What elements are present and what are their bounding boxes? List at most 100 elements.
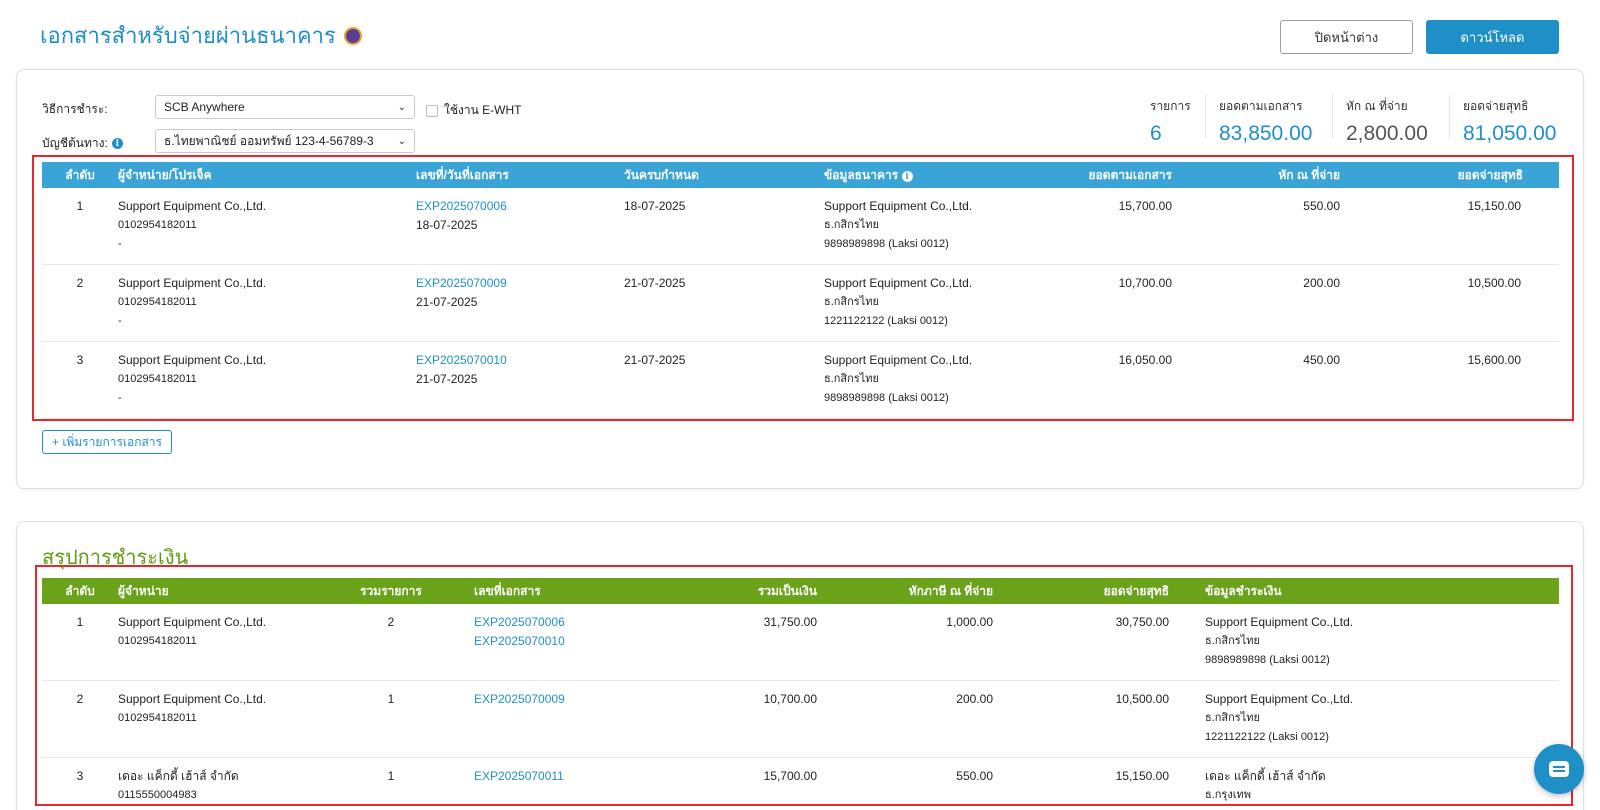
shield-badge-icon — [343, 26, 362, 45]
doc-date: 21-07-2025 — [416, 295, 478, 309]
chat-icon — [1549, 761, 1569, 777]
download-button[interactable]: ดาวน์โหลด — [1426, 20, 1559, 54]
doc-net: 15,150.00 — [1467, 199, 1521, 213]
net-amount: 15,150.00 — [1115, 769, 1169, 783]
row-vendor: Support Equipment Co.,Ltd. 0102954182011… — [118, 188, 416, 264]
close-window-button[interactable]: ปิดหน้าต่าง — [1280, 20, 1413, 54]
bank-name: ธ.กสิกรไทย — [824, 219, 879, 231]
col-vendor: ผู้จำหน่าย/โปรเจ็ค — [118, 167, 212, 182]
summary-wht: หัก ณ ที่จ่าย 2,800.00 — [1346, 97, 1428, 146]
payment-info: Support Equipment Co.,Ltd. ธ.กสิกรไทย 98… — [1169, 604, 1559, 680]
info-icon[interactable]: i — [901, 171, 913, 182]
due-date: 21-07-2025 — [624, 353, 686, 367]
source-account-label-text: บัญชีต้นทาง: — [42, 136, 108, 150]
doc-net: 10,500.00 — [1467, 276, 1521, 290]
row-vendor: Support Equipment Co.,Ltd. 0102954182011… — [118, 265, 416, 341]
add-document-button[interactable]: + เพิ่มรายการเอกสาร — [42, 430, 172, 454]
doc-wht: 550.00 — [1303, 199, 1340, 213]
net-amount: 10,500.00 — [1115, 692, 1169, 706]
chat-button[interactable] — [1534, 744, 1584, 794]
row-no: 3 — [76, 353, 84, 367]
doc-net: 15,600.00 — [1467, 353, 1521, 367]
col-net: ยอดจ่ายสุทธิ — [1457, 167, 1523, 182]
chevron-down-icon: ⌄ — [397, 135, 406, 147]
col-payment-info: ข้อมูลชำระเงิน — [1205, 583, 1282, 598]
row-no: 2 — [76, 276, 84, 290]
row-bank: Support Equipment Co.,Ltd. ธ.กสิกรไทย 98… — [824, 188, 1024, 264]
source-account-value: ธ.ไทยพาณิชย์ ออมทรัพย์ 123-4-56789-3 — [164, 133, 374, 148]
bank-name: ธ.กสิกรไทย — [824, 373, 879, 385]
total-amount: 10,700.00 — [763, 692, 817, 706]
due-date: 21-07-2025 — [624, 276, 686, 290]
col-count: รวมรายการ — [360, 583, 422, 598]
vendor-name: Support Equipment Co.,Ltd. — [118, 276, 267, 290]
bank-name: ธ.กสิกรไทย — [824, 296, 879, 308]
row-vendor: Support Equipment Co.,Ltd. 0102954182011 — [118, 604, 336, 680]
summary-divider — [1449, 94, 1450, 138]
col-due: วันครบกำหนด — [624, 167, 699, 182]
payee-name: Support Equipment Co.,Ltd. — [1205, 692, 1354, 706]
col-net: ยอดจ่ายสุทธิ — [1103, 583, 1169, 598]
payee-account: 9898989898 (Laksi 0012) — [1205, 654, 1330, 666]
doc-link[interactable]: EXP2025070009 — [474, 692, 565, 706]
summary-doc-amount: ยอดตามเอกสาร 83,850.00 — [1219, 97, 1312, 146]
summary-count-value: 6 — [1150, 122, 1162, 145]
doc-count: 1 — [387, 692, 395, 706]
vendor-tax-id: 0102954182011 — [118, 219, 197, 231]
row-docs: EXP2025070009 — [446, 681, 674, 757]
bank-account-name: Support Equipment Co.,Ltd. — [824, 199, 973, 213]
summary-doc-amount-label: ยอดตามเอกสาร — [1219, 99, 1303, 113]
page-title: เอกสารสำหรับจ่ายผ่านธนาคาร — [40, 23, 336, 48]
info-icon[interactable]: i — [111, 138, 123, 149]
row-bank: Support Equipment Co.,Ltd. ธ.กสิกรไทย 98… — [824, 342, 1024, 418]
col-amount: ยอดตามเอกสาร — [1088, 167, 1172, 182]
doc-link[interactable]: EXP2025070006 — [416, 199, 507, 213]
title-row: เอกสารสำหรับจ่ายผ่านธนาคาร — [40, 18, 362, 53]
summary-doc-amount-value: 83,850.00 — [1219, 122, 1313, 145]
summary-divider — [1332, 94, 1333, 138]
row-docs: EXP2025070011 — [446, 758, 674, 810]
doc-count: 1 — [387, 769, 395, 783]
vendor-tax-id: 0102954182011 — [118, 635, 197, 647]
wht-amount: 1,000.00 — [946, 615, 993, 629]
doc-link[interactable]: EXP2025070010 — [416, 353, 507, 367]
summary-wht-label: หัก ณ ที่จ่าย — [1346, 99, 1408, 113]
payment-method-select[interactable]: SCB Anywhere ⌄ — [155, 95, 415, 119]
table-row[interactable]: 2 Support Equipment Co.,Ltd. 01029541820… — [42, 265, 1559, 342]
doc-link[interactable]: EXP2025070011 — [474, 769, 564, 783]
summary-count: รายการ 6 — [1150, 97, 1191, 146]
doc-amount: 16,050.00 — [1118, 353, 1172, 367]
net-amount: 30,750.00 — [1115, 615, 1169, 629]
payment-method-label-text: วิธีการชำระ: — [42, 102, 108, 116]
summary-wht-value: 2,800.00 — [1346, 122, 1428, 145]
payee-account: 1221122122 (Laksi 0012) — [1205, 731, 1329, 743]
payment-summary-table: ลำดับ ผู้จำหน่าย รวมรายการ เลขที่เอกสาร … — [42, 578, 1559, 810]
row-doc: EXP2025070006 18-07-2025 — [416, 188, 624, 264]
payee-bank: ธ.กสิกรไทย — [1205, 635, 1260, 647]
ewht-checkbox[interactable] — [426, 104, 438, 117]
vendor-name: Support Equipment Co.,Ltd. — [118, 692, 267, 706]
table-row[interactable]: 2 Support Equipment Co.,Ltd. 01029541820… — [42, 681, 1559, 758]
doc-amount: 10,700.00 — [1118, 276, 1172, 290]
table-row[interactable]: 1 Support Equipment Co.,Ltd. 01029541820… — [42, 188, 1559, 265]
col-wht: หักภาษี ณ ที่จ่าย — [908, 583, 993, 598]
doc-link[interactable]: EXP2025070010 — [474, 634, 565, 648]
ewht-toggle[interactable]: ใช้งาน E-WHT — [426, 101, 521, 120]
table-row[interactable]: 1 Support Equipment Co.,Ltd. 01029541820… — [42, 604, 1559, 681]
documents-table: ลำดับ ผู้จำหน่าย/โปรเจ็ค เลขที่/วันที่เอ… — [42, 162, 1559, 419]
vendor-tax-id: 0102954182011 — [118, 373, 197, 385]
table-row[interactable]: 3 Support Equipment Co.,Ltd. 01029541820… — [42, 342, 1559, 419]
summary-net-value: 81,050.00 — [1463, 122, 1557, 145]
doc-link[interactable]: EXP2025070006 — [474, 615, 565, 629]
doc-link[interactable]: EXP2025070009 — [416, 276, 507, 290]
source-account-select[interactable]: ธ.ไทยพาณิชย์ ออมทรัพย์ 123-4-56789-3 ⌄ — [155, 129, 415, 153]
table-row[interactable]: 3 เดอะ แค็กดี้ เฮ้าส์ จำกัด 011555000498… — [42, 758, 1559, 810]
payment-summary-header: ลำดับ ผู้จำหน่าย รวมรายการ เลขที่เอกสาร … — [42, 578, 1559, 604]
payment-summary-card — [16, 521, 1584, 810]
vendor-name: Support Equipment Co.,Ltd. — [118, 615, 267, 629]
row-doc: EXP2025070010 21-07-2025 — [416, 342, 624, 418]
col-docs: เลขที่เอกสาร — [474, 583, 541, 598]
col-bank: ข้อมูลธนาคาร i — [824, 166, 1024, 185]
vendor-tax-id: 0102954182011 — [118, 712, 197, 724]
